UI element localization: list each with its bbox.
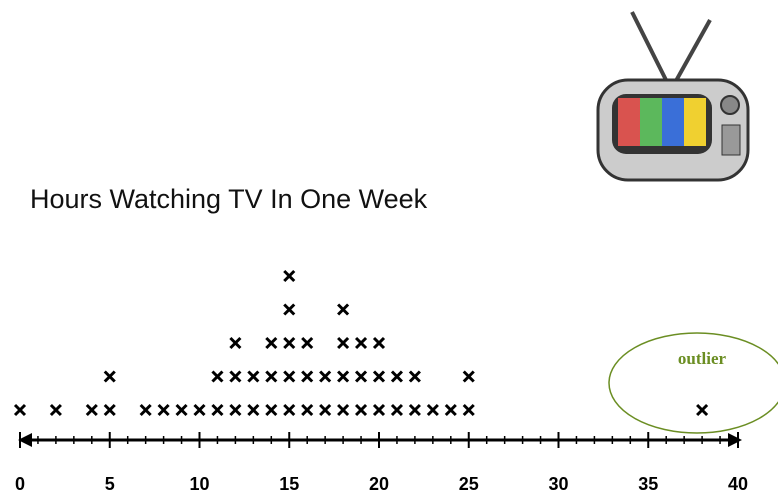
x-mark bbox=[103, 403, 116, 417]
x-mark bbox=[337, 403, 350, 417]
x-mark bbox=[13, 403, 27, 417]
x-mark bbox=[462, 370, 475, 383]
x-mark bbox=[337, 303, 350, 316]
x-mark bbox=[696, 403, 709, 417]
x-tick-label: 15 bbox=[279, 474, 299, 494]
x-mark bbox=[283, 269, 296, 283]
x-tick-label: 0 bbox=[15, 474, 25, 494]
x-mark bbox=[408, 403, 421, 417]
x-mark bbox=[337, 370, 350, 383]
x-mark bbox=[283, 303, 296, 316]
x-mark bbox=[265, 336, 278, 350]
x-mark bbox=[301, 403, 314, 417]
x-mark bbox=[283, 370, 296, 383]
x-mark bbox=[408, 370, 421, 383]
x-mark bbox=[265, 370, 278, 383]
x-mark bbox=[247, 403, 260, 417]
x-tick-label: 35 bbox=[638, 474, 658, 494]
x-mark bbox=[211, 403, 224, 417]
x-mark bbox=[319, 370, 332, 383]
x-mark bbox=[354, 336, 368, 350]
x-mark bbox=[390, 403, 404, 417]
x-mark bbox=[157, 403, 170, 417]
x-mark bbox=[103, 370, 116, 383]
x-mark bbox=[265, 403, 278, 417]
x-tick-label: 25 bbox=[459, 474, 479, 494]
x-mark bbox=[139, 403, 152, 417]
annotation: outlier bbox=[678, 349, 727, 368]
x-mark bbox=[283, 336, 296, 350]
x-mark bbox=[229, 336, 242, 350]
x-mark bbox=[372, 403, 386, 417]
x-mark bbox=[85, 403, 98, 417]
x-mark bbox=[301, 336, 314, 350]
x-tick-label: 10 bbox=[189, 474, 209, 494]
x-mark bbox=[211, 370, 224, 383]
x-mark bbox=[175, 403, 188, 417]
chart-title: Hours Watching TV In One Week bbox=[30, 184, 428, 214]
x-mark bbox=[337, 336, 350, 350]
x-mark bbox=[444, 403, 457, 417]
x-mark bbox=[229, 403, 242, 417]
x-mark bbox=[319, 403, 332, 417]
x-tick-label: 30 bbox=[548, 474, 568, 494]
x-mark bbox=[229, 370, 242, 383]
outlier-ellipse bbox=[608, 332, 778, 434]
tv-icon bbox=[596, 11, 750, 182]
x-mark bbox=[247, 370, 260, 383]
x-mark bbox=[372, 336, 386, 350]
x-mark bbox=[49, 403, 62, 417]
x-mark bbox=[354, 370, 368, 383]
x-mark bbox=[426, 403, 439, 417]
x-mark bbox=[193, 403, 206, 417]
x-tick-label: 5 bbox=[105, 474, 115, 494]
x-tick-label: 40 bbox=[728, 474, 748, 494]
x-mark bbox=[390, 370, 404, 383]
x-mark bbox=[462, 403, 475, 417]
x-tick-label: 20 bbox=[369, 474, 389, 494]
x-mark bbox=[354, 403, 368, 417]
x-mark bbox=[372, 370, 386, 383]
x-mark bbox=[301, 370, 314, 383]
x-mark bbox=[283, 403, 296, 417]
